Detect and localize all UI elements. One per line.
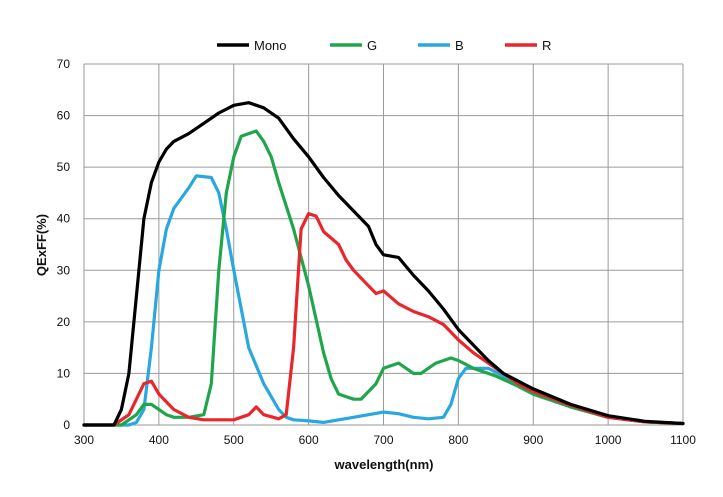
legend-label-mono: Mono (254, 38, 287, 53)
x-tick-label: 600 (299, 433, 319, 447)
legend-label-r: R (542, 38, 551, 53)
x-axis-label: wavelength(nm) (334, 457, 434, 472)
x-tick-label: 300 (74, 433, 94, 447)
series-lines (82, 101, 685, 427)
x-tick-label: 500 (224, 433, 244, 447)
x-tick-label: 900 (523, 433, 543, 447)
x-tick-label: 800 (448, 433, 468, 447)
y-tick-label: 70 (57, 57, 71, 71)
legend-label-b: B (455, 38, 464, 53)
y-tick-label: 20 (57, 315, 71, 329)
legend: Mono G B R (217, 38, 551, 53)
x-tick-label: 1000 (595, 433, 622, 447)
series-line-g (82, 129, 685, 427)
x-tick-label: 400 (149, 433, 169, 447)
y-tick-label: 60 (57, 109, 71, 123)
series-line-b (82, 174, 685, 427)
y-tick-label: 10 (57, 366, 71, 380)
x-tick-label: 700 (373, 433, 393, 447)
y-tick-label: 30 (57, 263, 71, 277)
y-tick-label: 0 (63, 418, 70, 432)
grid (83, 63, 684, 426)
y-tick-label: 50 (57, 160, 71, 174)
tick-labels: 300 400 500 600 700 800 900 1000 1100 0 10 20 30 40 50… (57, 57, 697, 447)
y-tick-label: 40 (57, 212, 71, 226)
y-axis-label: QExFF(%) (34, 214, 49, 276)
series-line-mono (82, 101, 685, 427)
x-tick-label: 1100 (670, 433, 696, 447)
legend-label-g: G (367, 38, 377, 53)
